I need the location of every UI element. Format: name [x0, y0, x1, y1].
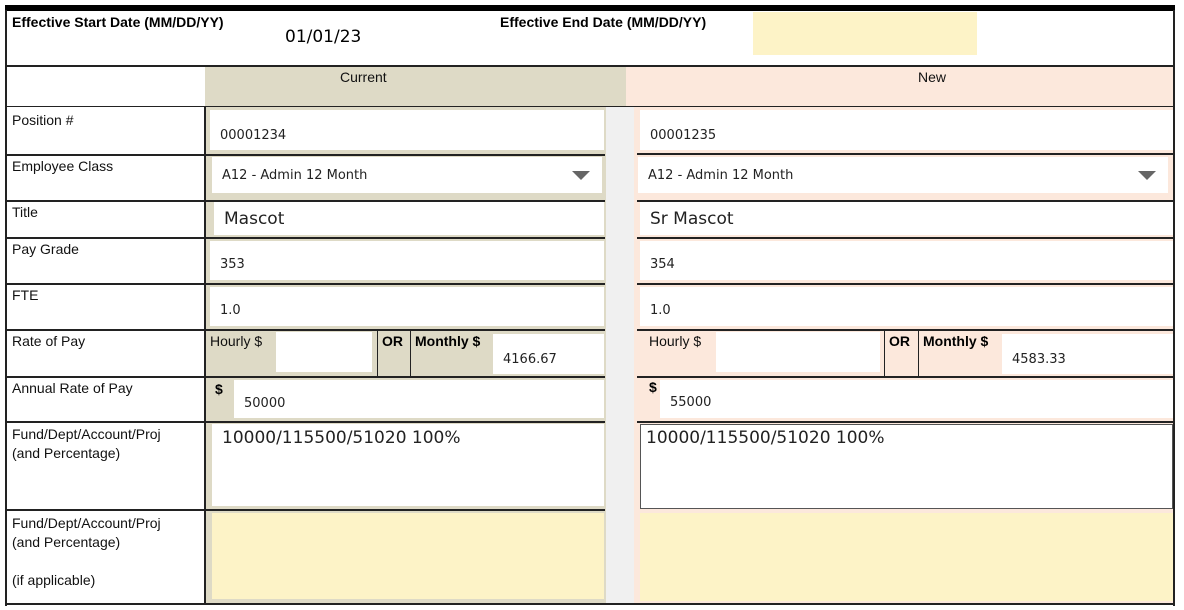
- new-hourly-label: Hourly $: [649, 333, 702, 349]
- current-monthly-label: Monthly $: [415, 333, 481, 349]
- current-position-input[interactable]: 00001234: [210, 110, 604, 150]
- chevron-down-icon: [1138, 171, 1156, 180]
- current-fte-input[interactable]: 1.0: [210, 287, 604, 326]
- current-fund2-input[interactable]: [212, 513, 604, 599]
- top-bar: [5, 5, 1175, 11]
- fund2-label-3: (if applicable): [12, 572, 96, 588]
- new-hourly-input[interactable]: [716, 332, 880, 372]
- new-annual-input[interactable]: 55000: [660, 380, 1173, 418]
- current-hourly-input[interactable]: [276, 332, 372, 372]
- new-column-header: New: [918, 69, 947, 85]
- start-date-label: Effective Start Date (MM/DD/YY): [12, 14, 224, 30]
- new-annual-currency: $: [649, 379, 657, 395]
- new-fund-input[interactable]: 10000/115500/51020 100%: [640, 424, 1173, 509]
- new-position-input[interactable]: 00001235: [640, 110, 1173, 150]
- current-title-input[interactable]: Mascot: [214, 202, 604, 235]
- fund-label-2: (and Percentage): [12, 445, 121, 461]
- annual-rate-label: Annual Rate of Pay: [12, 380, 133, 396]
- current-column-header: Current: [340, 69, 387, 85]
- title-label: Title: [12, 204, 38, 220]
- current-hourly-label: Hourly $: [210, 333, 263, 349]
- rate-of-pay-label: Rate of Pay: [12, 333, 86, 349]
- column-gap: [606, 107, 634, 605]
- new-or-label: OR: [889, 333, 910, 349]
- end-date-input[interactable]: [753, 12, 977, 55]
- current-employee-class-select[interactable]: A12 - Admin 12 Month: [212, 157, 602, 193]
- new-employee-class-value: A12 - Admin 12 Month: [648, 167, 794, 183]
- current-employee-class-value: A12 - Admin 12 Month: [222, 167, 368, 183]
- new-monthly-label: Monthly $: [923, 333, 989, 349]
- pay-grade-label: Pay Grade: [12, 241, 79, 257]
- new-monthly-input[interactable]: 4583.33: [1002, 334, 1173, 374]
- new-fte-input[interactable]: 1.0: [640, 287, 1173, 326]
- new-employee-class-select[interactable]: A12 - Admin 12 Month: [638, 157, 1168, 193]
- start-date-input[interactable]: 01/01/23: [285, 27, 362, 47]
- current-annual-input[interactable]: 50000: [234, 380, 604, 418]
- chevron-down-icon: [572, 171, 590, 180]
- position-label: Position #: [12, 112, 74, 128]
- employee-class-label: Employee Class: [12, 158, 114, 174]
- current-annual-currency: $: [215, 381, 223, 397]
- fund2-label: Fund/Dept/Account/Proj: [12, 515, 161, 531]
- new-fund2-input[interactable]: [640, 513, 1173, 601]
- fund-label: Fund/Dept/Account/Proj: [12, 426, 161, 442]
- end-date-label: Effective End Date (MM/DD/YY): [500, 14, 707, 30]
- current-monthly-input[interactable]: 4166.67: [493, 334, 604, 374]
- fund2-label-2: (and Percentage): [12, 534, 121, 550]
- new-pay-grade-input[interactable]: 354: [640, 241, 1173, 280]
- current-pay-grade-input[interactable]: 353: [210, 241, 604, 280]
- fte-label: FTE: [12, 287, 39, 303]
- new-title-input[interactable]: Sr Mascot: [640, 202, 1173, 235]
- current-or-label: OR: [382, 333, 403, 349]
- current-fund-input[interactable]: 10000/115500/51020 100%: [212, 424, 604, 506]
